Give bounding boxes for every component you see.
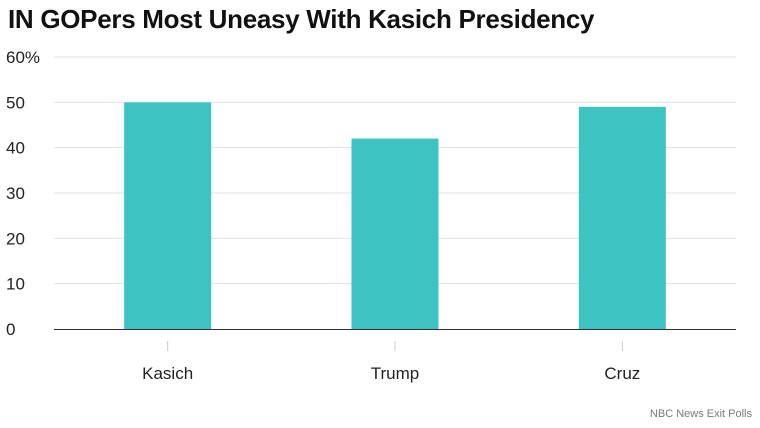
bar-cruz [578,106,666,329]
y-tick-label: 50 [6,93,25,112]
x-tick-label: Kasich [142,364,193,383]
y-tick-label: 40 [6,139,25,158]
x-tick-label: Cruz [604,364,640,383]
y-tick-label: 0 [6,320,15,339]
bars [124,102,666,329]
x-axis-ticks: Kasich Trump Cruz [142,341,640,383]
y-tick-label: 10 [6,275,25,294]
y-axis-ticks: 0 10 20 30 40 50 60% [6,48,40,339]
chart-title: IN GOPers Most Uneasy With Kasich Presid… [8,4,595,34]
bar-kasich [124,102,212,329]
y-tick-label: 20 [6,229,25,248]
source-credit: NBC News Exit Polls [649,408,752,420]
bar-trump [351,138,439,329]
y-tick-label: 60% [6,48,40,67]
x-tick-label: Trump [371,364,420,383]
y-tick-label: 30 [6,184,25,203]
